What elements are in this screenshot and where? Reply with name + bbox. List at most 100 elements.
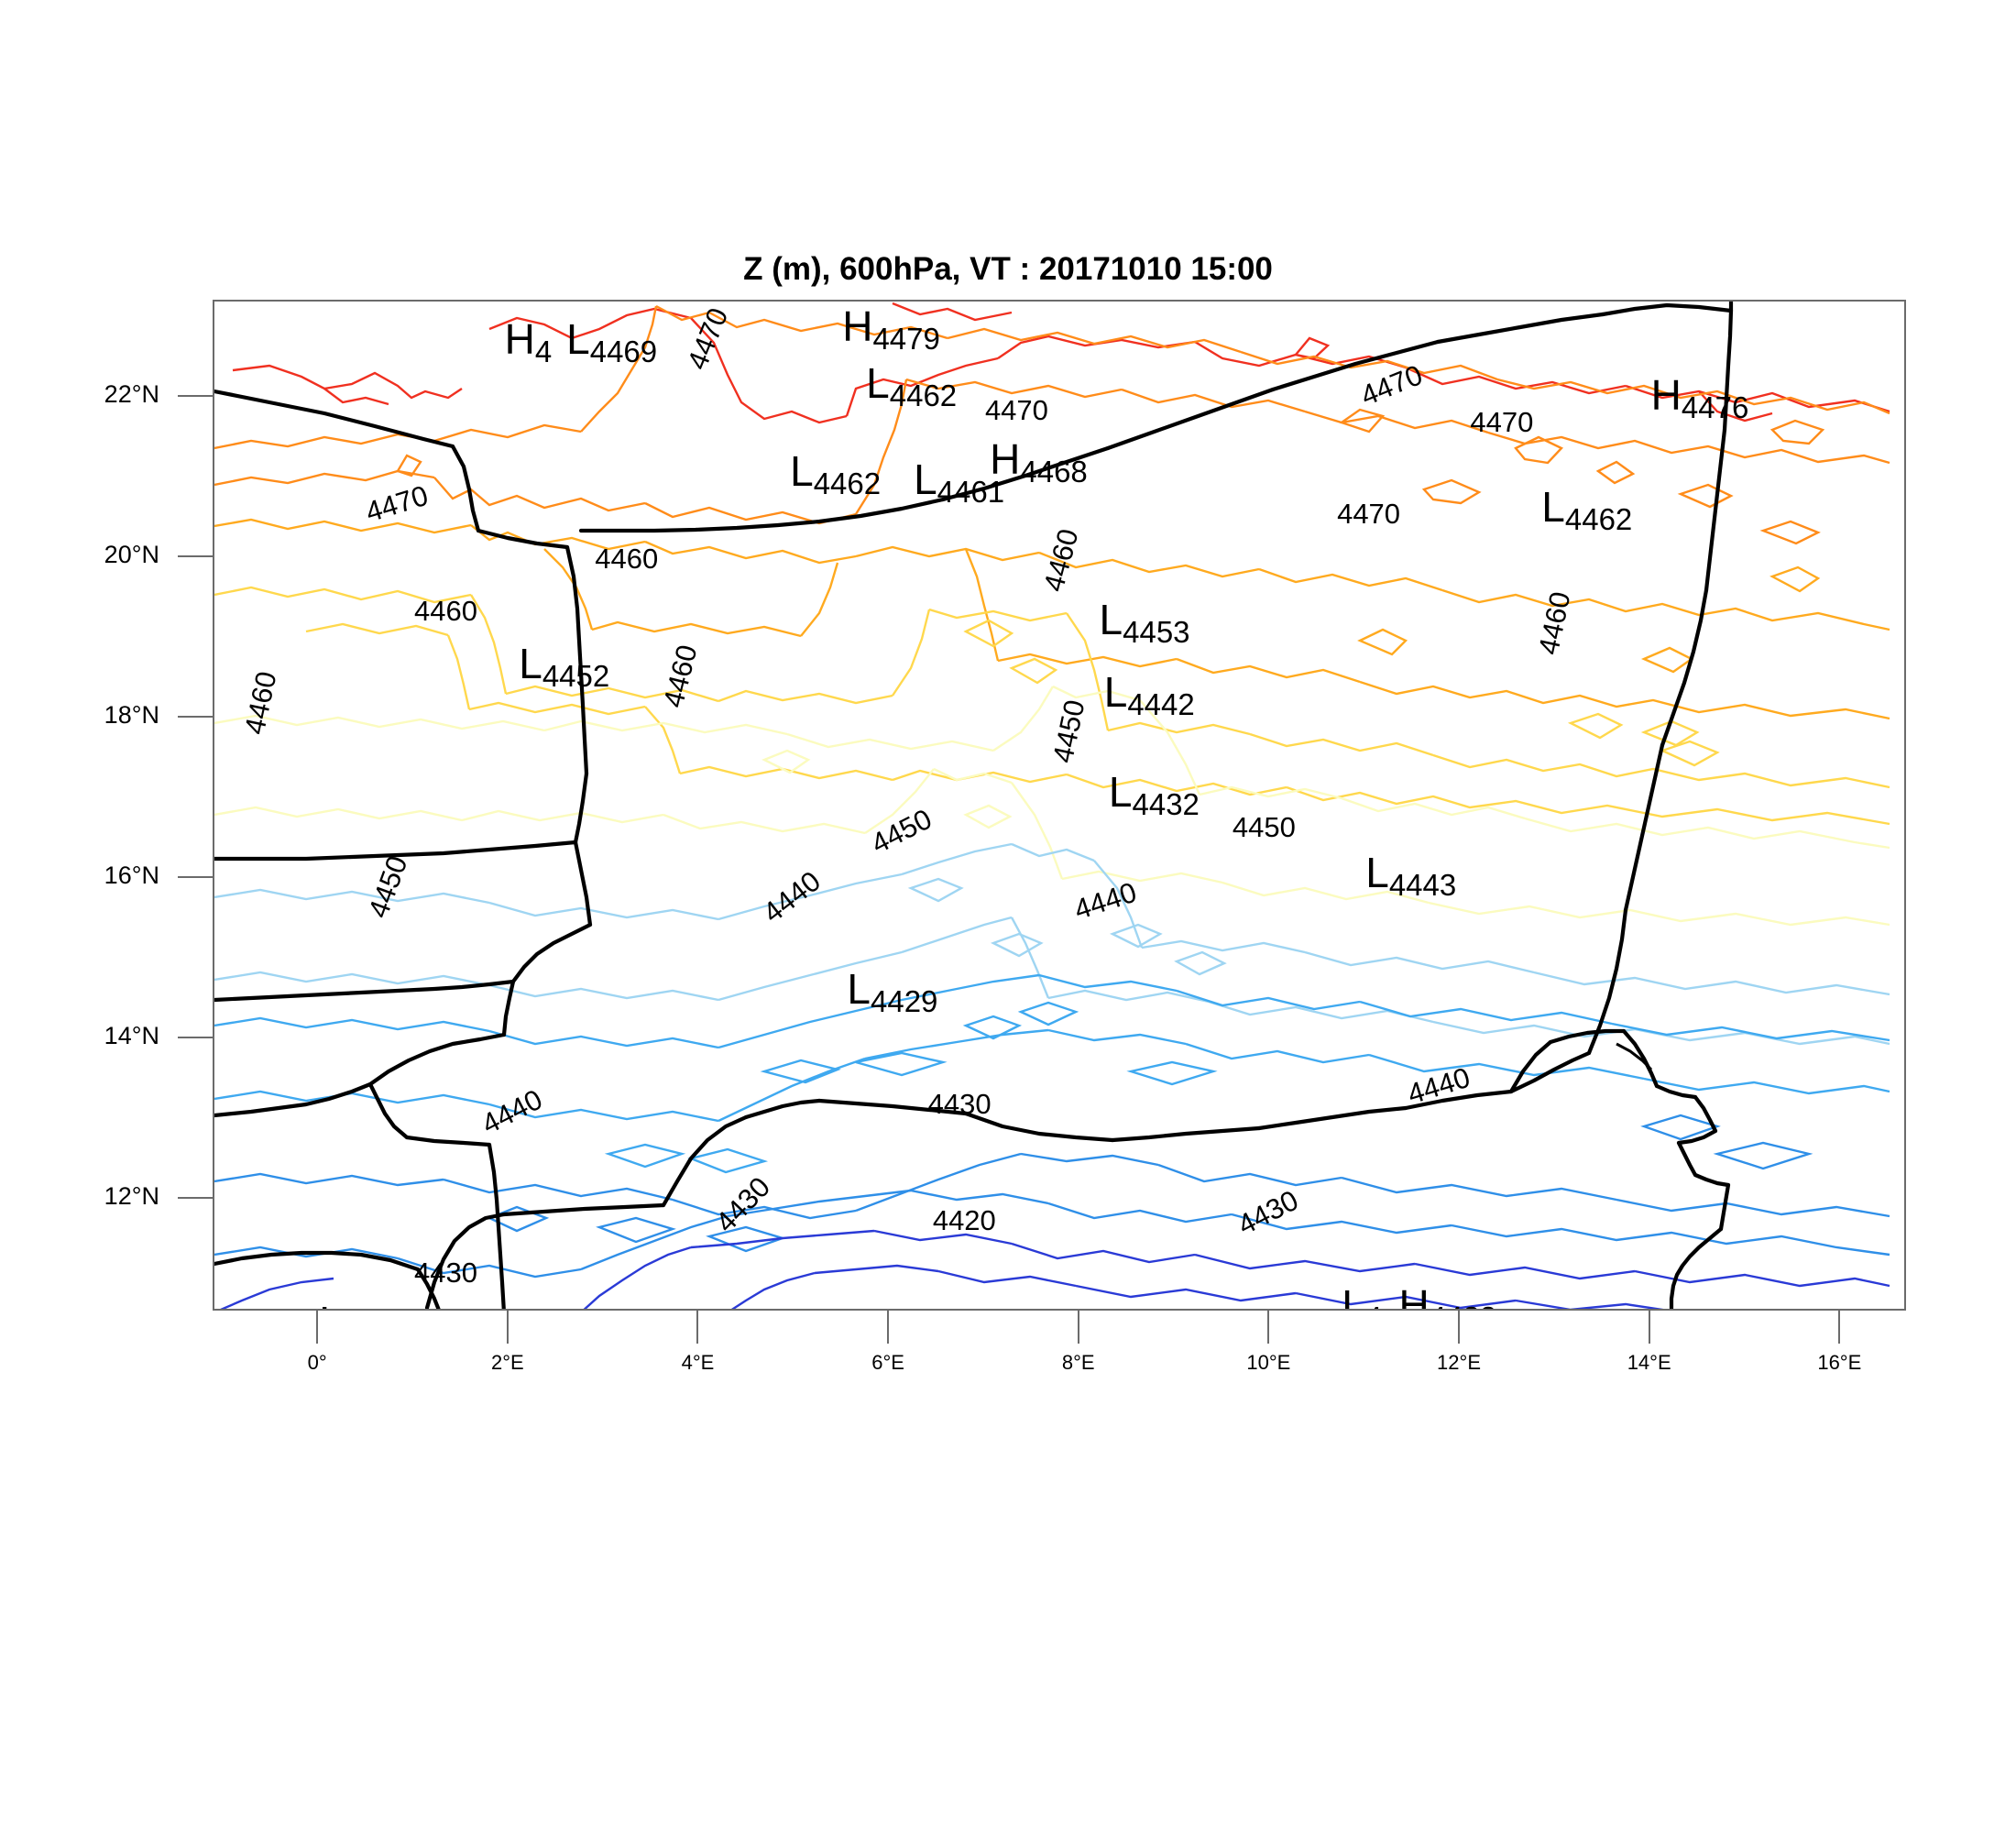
latitude-tick-label: 16°N: [104, 862, 159, 890]
latitude-tick-label: 22°N: [104, 380, 159, 409]
extremum-letter: L: [1342, 1281, 1365, 1311]
page-title: Z (m), 600hPa, VT : 20171010 15:00: [743, 251, 1273, 287]
extremum-letter: L: [566, 314, 590, 363]
low-center-label: L4462: [790, 446, 881, 499]
extremum-value: 4: [534, 334, 553, 368]
longitude-tick-mark: [887, 1311, 890, 1344]
longitude-tick-mark: [696, 1311, 699, 1344]
low-center-label: L4461: [914, 455, 1004, 507]
extremum-letter: L: [1365, 848, 1389, 896]
latitude-tick-mark: [178, 1197, 213, 1200]
extremum-letter: L: [1108, 768, 1133, 817]
latitude-tick-label: 20°N: [104, 541, 159, 569]
contour-group-4470: [214, 304, 1890, 545]
contour-field: [214, 302, 1890, 1309]
extremum-letter: L: [847, 964, 871, 1013]
extremum-value: 4443: [1388, 867, 1457, 902]
country-borders: [214, 302, 1734, 1309]
extremum-value: 4432: [1132, 787, 1200, 822]
extremum-value: 4468: [1020, 454, 1088, 488]
contour-value-label: 4460: [414, 594, 477, 627]
contour-value-label: 4470: [1470, 405, 1534, 438]
longitude-tick-label: 10°E: [1246, 1351, 1291, 1374]
extremum-value: 4461: [937, 474, 1005, 509]
latitude-tick-mark: [178, 1037, 213, 1039]
latitude-tick-label: 14°N: [104, 1022, 159, 1050]
contour-group-4455: [214, 685, 1890, 927]
longitude-tick-mark: [316, 1311, 319, 1344]
longitude-tick-label: 4°E: [681, 1351, 715, 1374]
extremum-letter: L: [319, 1298, 343, 1309]
high-center-label: H4479: [842, 302, 940, 354]
extremum-value: 4462: [1564, 502, 1633, 537]
low-center-label: L4452: [519, 640, 609, 691]
high-center-label: H4: [504, 314, 553, 367]
extremum-value: 4479: [872, 322, 940, 357]
longitude-tick-mark: [1267, 1311, 1270, 1344]
contour-group-4450: [214, 842, 1890, 1046]
longitude-tick-label: 2°E: [490, 1351, 524, 1374]
high-center-label: H4433: [1398, 1281, 1497, 1311]
contour-value-label: 4470: [984, 393, 1048, 426]
low-center-label: L4462: [866, 358, 957, 411]
longitude-tick-mark: [1077, 1311, 1079, 1344]
extremum-letter: H: [990, 434, 1021, 483]
contour-value-label: 4430: [414, 1256, 477, 1289]
extremum-letter: H: [1398, 1281, 1430, 1311]
contour-value-label: 4470: [1337, 498, 1401, 531]
extremum-letter: L: [866, 358, 890, 407]
contour-value-label: 4460: [595, 542, 659, 575]
coastline-detail: [1616, 1042, 1653, 1071]
extremum-value: 4429: [870, 983, 938, 1018]
longitude-tick-label: 0°: [307, 1351, 327, 1374]
contour-group-4430: [214, 1114, 1890, 1279]
contour-group-4460: [214, 586, 1890, 826]
longitude-tick-label: 14°E: [1627, 1351, 1671, 1374]
extremum-value: 4442: [1127, 686, 1195, 721]
high-center-label: H4476: [1650, 370, 1749, 423]
low-center-label: L4462: [1541, 483, 1632, 534]
latitude-tick-mark: [178, 555, 213, 558]
latitude-tick-mark: [178, 876, 213, 879]
low-center-label: L4469: [566, 314, 657, 367]
extremum-value: 4462: [813, 466, 882, 500]
extremum-letter: L: [914, 455, 937, 503]
high-center-label: H4468: [990, 434, 1088, 487]
latitude-tick-mark: [178, 395, 213, 398]
longitude-tick-label: 6°E: [871, 1351, 904, 1374]
extremum-value: 4462: [889, 378, 958, 412]
latitude-tick-mark: [178, 716, 213, 719]
extremum-value: 4433: [1430, 1301, 1496, 1309]
longitude-tick-mark: [1648, 1311, 1650, 1344]
longitude-tick-mark: [506, 1311, 509, 1344]
map-plot-area: 4470 4470 4470 4470 4470 4470 4460 4460 4460 4460…: [213, 300, 1906, 1311]
contour-value-label: 4420: [932, 1203, 996, 1236]
contour-value-label: 4450: [1232, 810, 1296, 843]
extremum-letter: L: [1541, 483, 1565, 532]
longitude-tick-label: 16°E: [1817, 1351, 1862, 1374]
extremum-letter: H: [1650, 370, 1682, 419]
longitude-tick-label: 12°E: [1437, 1351, 1481, 1374]
contour-group-4440: [214, 973, 1890, 1174]
latitude-tick-label: 12°N: [104, 1182, 159, 1211]
contour-group-4480: [232, 302, 1890, 424]
longitude-tick-mark: [1838, 1311, 1841, 1344]
extremum-letter: L: [1103, 667, 1128, 716]
low-center-label: L4: [1342, 1281, 1382, 1311]
longitude-tick-mark: [1458, 1311, 1461, 1344]
extremum-value: 4453: [1123, 614, 1190, 649]
extremum-letter: L: [1099, 595, 1123, 643]
extremum-value: 4: [1365, 1301, 1382, 1309]
latitude-tick-label: 18°N: [104, 701, 159, 730]
extremum-letter: L: [519, 640, 542, 688]
extremum-letter: L: [790, 446, 814, 495]
extremum-value: 4452: [542, 659, 610, 694]
low-center-label: L4431: [319, 1298, 410, 1309]
extremum-letter: H: [504, 314, 535, 363]
extremum-letter: H: [842, 302, 873, 351]
low-center-label: L4443: [1365, 848, 1456, 900]
low-center-label: L4453: [1099, 595, 1190, 647]
low-center-label: L4429: [847, 964, 937, 1016]
extremum-value: 4476: [1681, 390, 1749, 424]
